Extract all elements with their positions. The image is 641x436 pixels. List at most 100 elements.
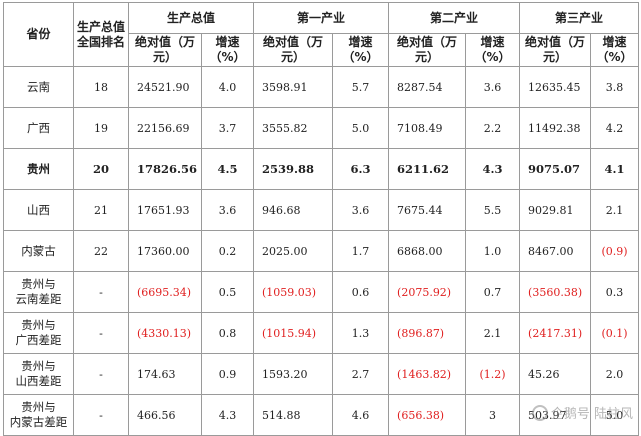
group-header-primary: 第一产业 xyxy=(253,2,390,34)
absolute-value-cell: 17826.56 xyxy=(128,148,202,190)
header-row-groups: 省份 生产总值全国排名 生产总值 第一产业 第二产业 第三产业 xyxy=(3,2,640,67)
growth-rate-cell: 3.7 xyxy=(200,107,255,149)
absolute-value-cell: (1059.03) xyxy=(253,271,334,313)
absolute-value-cell: (656.38) xyxy=(388,394,467,436)
growth-rate-cell: 1.7 xyxy=(332,230,390,272)
growth-rate-cell: 5.5 xyxy=(465,189,521,231)
growth-rate-cell: 4.3 xyxy=(465,148,521,190)
table-row: 贵州与 广西差距 - (4330.13) 0.8 (1015.94) 1.3 (896.87)… xyxy=(3,312,640,354)
growth-rate-cell: 2.7 xyxy=(332,353,390,395)
growth-rate-cell: 6.3 xyxy=(332,148,390,190)
growth-rate-cell: 3.6 xyxy=(332,189,390,231)
absolute-value-cell: (2417.31) xyxy=(519,312,592,354)
table-row: 贵州与 山西差距 -174.63 0.9 1593.20 2.7 (1463.82) (1.2… xyxy=(3,353,640,395)
rank-cell: 21 xyxy=(73,189,129,231)
rank-cell: - xyxy=(73,394,129,436)
growth-rate-cell: 0.8 xyxy=(200,312,255,354)
table-body: 云南 18 24521.90 4.0 3598.91 5.7 8287.54 3.6 12635… xyxy=(3,66,640,436)
absolute-value-cell: 6868.00 xyxy=(388,230,467,272)
absolute-value-cell: 466.56 xyxy=(128,394,202,436)
province-cell: 贵州与 云南差距 xyxy=(3,271,74,313)
rank-cell: 20 xyxy=(73,148,129,190)
growth-header: 增速（%） xyxy=(200,33,255,67)
growth-rate-cell: 2.0 xyxy=(590,353,640,395)
province-cell: 内蒙古 xyxy=(3,230,74,272)
growth-rate-cell: 0.9 xyxy=(200,353,255,395)
growth-rate-cell: 4.6 xyxy=(332,394,390,436)
province-cell: 贵州 xyxy=(3,148,74,190)
absolute-value-cell: 2025.00 xyxy=(253,230,334,272)
rank-cell: - xyxy=(73,271,129,313)
absolute-value-cell: 45.26 xyxy=(519,353,592,395)
absolute-value-cell: 7675.44 xyxy=(388,189,467,231)
table-row: 贵州 20 17826.56 4.5 2539.88 6.3 6211.62 4.3 9075.… xyxy=(3,148,640,190)
province-cell: 广西 xyxy=(3,107,74,149)
rank-header: 生产总值全国排名 xyxy=(73,2,129,67)
abs-header: 绝对值（万元） xyxy=(388,33,467,67)
growth-rate-cell: 5.7 xyxy=(332,66,390,108)
province-cell: 贵州与 内蒙古差距 xyxy=(3,394,74,436)
table-row: 山西 21 17651.93 3.6 946.68 3.6 7675.44 5.5 9029.8… xyxy=(3,189,640,231)
absolute-value-cell: 174.63 xyxy=(128,353,202,395)
absolute-value-cell: 24521.90 xyxy=(128,66,202,108)
absolute-value-cell: 2539.88 xyxy=(253,148,334,190)
growth-rate-cell: 0.5 xyxy=(200,271,255,313)
province-cell: 贵州与 广西差距 xyxy=(3,312,74,354)
growth-rate-cell: 2.1 xyxy=(590,189,640,231)
table-row: 贵州与 云南差距 - (6695.34) 0.5 (1059.03) 0.6 (2075.92… xyxy=(3,271,640,313)
absolute-value-cell: 8287.54 xyxy=(388,66,467,108)
absolute-value-cell: 22156.69 xyxy=(128,107,202,149)
growth-rate-cell: (0.1) xyxy=(590,312,640,354)
absolute-value-cell: 9029.81 xyxy=(519,189,592,231)
growth-header: 增速（%） xyxy=(590,33,640,67)
growth-rate-cell: 1.0 xyxy=(465,230,521,272)
absolute-value-cell: (1015.94) xyxy=(253,312,334,354)
growth-rate-cell: 3.8 xyxy=(590,66,640,108)
absolute-value-cell: 7108.49 xyxy=(388,107,467,149)
province-cell: 云南 xyxy=(3,66,74,108)
growth-rate-cell: 0.3 xyxy=(590,271,640,313)
absolute-value-cell: (3560.38) xyxy=(519,271,592,313)
growth-rate-cell: 0.7 xyxy=(465,271,521,313)
absolute-value-cell: (6695.34) xyxy=(128,271,202,313)
absolute-value-cell: 1593.20 xyxy=(253,353,334,395)
header-row-sub: 绝对值（万元） 增速（%） 绝对值（万元） 增速（%） 绝对值（万元） 增速（%… xyxy=(4,33,640,67)
absolute-value-cell: 11492.38 xyxy=(519,107,592,149)
growth-rate-cell: 3.6 xyxy=(465,66,521,108)
growth-rate-cell: 0.2 xyxy=(200,230,255,272)
absolute-value-cell: 17651.93 xyxy=(128,189,202,231)
growth-rate-cell: 4.5 xyxy=(200,148,255,190)
abs-header: 绝对值（万元） xyxy=(253,33,334,67)
abs-header: 绝对值（万元） xyxy=(519,33,592,67)
rank-cell: 22 xyxy=(73,230,129,272)
growth-rate-cell: 4.2 xyxy=(590,107,640,149)
growth-header: 增速（%） xyxy=(465,33,521,67)
growth-rate-cell: (0.9) xyxy=(590,230,640,272)
absolute-value-cell: 946.68 xyxy=(253,189,334,231)
absolute-value-cell: 8467.00 xyxy=(519,230,592,272)
group-header-gdp: 生产总值 xyxy=(127,2,255,34)
growth-header: 增速（%） xyxy=(332,33,390,67)
watermark: 企鹅号 陆柱风 xyxy=(531,403,633,422)
absolute-value-cell: 3598.91 xyxy=(253,66,334,108)
absolute-value-cell: 17360.00 xyxy=(128,230,202,272)
rank-cell: 18 xyxy=(73,66,129,108)
growth-rate-cell: 3.6 xyxy=(200,189,255,231)
penguin-logo-icon xyxy=(531,404,548,421)
rank-cell: 19 xyxy=(73,107,129,149)
growth-rate-cell: 4.3 xyxy=(200,394,255,436)
growth-rate-cell: 4.0 xyxy=(200,66,255,108)
watermark-text: 企鹅号 陆柱风 xyxy=(550,407,633,422)
abs-header: 绝对值（万元） xyxy=(128,33,202,67)
group-header-tertiary: 第三产业 xyxy=(519,2,640,34)
gdp-comparison-table: 省份 生产总值全国排名 生产总值 第一产业 第二产业 第三产业 绝对值（万元） … xyxy=(3,2,640,436)
table-row: 广西 19 22156.69 3.7 3555.82 5.0 7108.49 2.2 11492… xyxy=(3,107,640,149)
rank-cell: - xyxy=(73,312,129,354)
growth-rate-cell: 3 xyxy=(465,394,521,436)
growth-rate-cell: 2.2 xyxy=(465,107,521,149)
absolute-value-cell: 6211.62 xyxy=(388,148,467,190)
growth-rate-cell: 0.6 xyxy=(332,271,390,313)
rank-cell: - xyxy=(73,353,129,395)
growth-rate-cell: (1.2) xyxy=(465,353,521,395)
table-row: 云南 18 24521.90 4.0 3598.91 5.7 8287.54 3.6 12635… xyxy=(3,66,640,108)
